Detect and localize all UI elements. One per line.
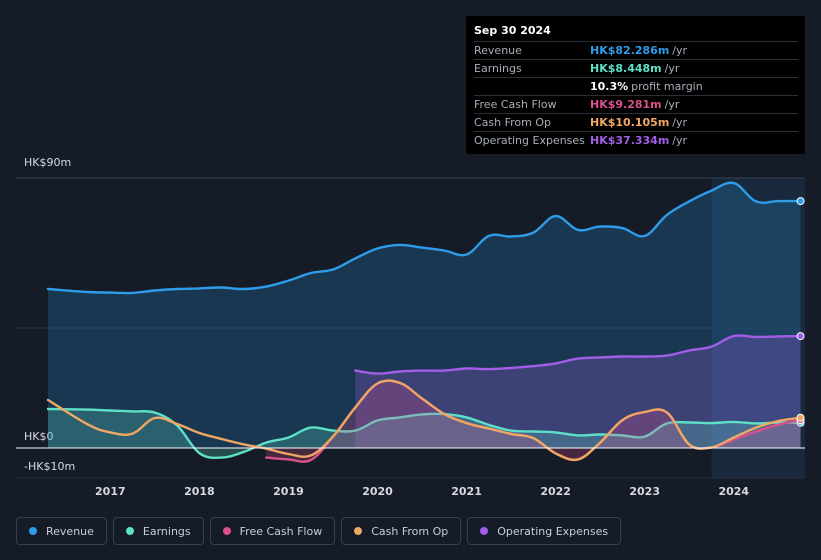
x-tick-label: 2020 <box>362 485 393 498</box>
legend-item-earnings[interactable]: Earnings <box>112 517 204 545</box>
legend-dot-icon <box>29 527 37 535</box>
area-revenue <box>48 182 801 448</box>
legend: Revenue Earnings Free Cash Flow Cash From O… <box>16 517 622 545</box>
legend-item-revenue[interactable]: Revenue <box>16 517 107 545</box>
legend-label: Free Cash Flow <box>239 524 323 538</box>
line-earnings <box>46 407 802 459</box>
y-tick-label: HK$0 <box>24 430 53 443</box>
endpoint-revenue <box>796 197 805 206</box>
x-tick-label: 2024 <box>718 485 749 498</box>
line-operating-expenses <box>354 334 802 375</box>
endpoint-operating-expenses <box>796 332 805 341</box>
tooltip-row-label: Earnings <box>474 62 522 75</box>
y-tick-label: -HK$10m <box>24 460 75 473</box>
legend-label: Operating Expenses <box>497 524 609 538</box>
tooltip-row: Operating Expenses HK$37.334m/yr <box>474 131 798 149</box>
tooltip-row-unit: /yr <box>664 98 680 111</box>
line-revenue <box>46 181 802 295</box>
x-tick-label: 2023 <box>629 485 660 498</box>
legend-item-free-cash-flow[interactable]: Free Cash Flow <box>209 517 336 545</box>
tooltip-panel: Sep 30 2024 Revenue HK$82.286m/yr Earnings… <box>466 16 805 154</box>
y-tick-label: HK$90m <box>24 156 71 169</box>
tooltip-row-label: Cash From Op <box>474 116 552 129</box>
tooltip-row-value: HK$82.286m <box>590 44 670 57</box>
tooltip-row-label: Free Cash Flow <box>474 98 557 111</box>
legend-dot-icon <box>125 527 134 535</box>
tooltip-row-value: HK$10.105m <box>590 116 670 129</box>
legend-label: Cash From Op <box>371 524 449 538</box>
tooltip-row: Earnings HK$8.448m/yr <box>474 59 798 77</box>
tooltip-row-unit: /yr <box>664 62 680 75</box>
tooltip-row-unit: /yr <box>672 116 688 129</box>
tooltip-row: Free Cash Flow HK$9.281m/yr <box>474 95 798 113</box>
tooltip-row-value: HK$9.281m <box>590 98 662 111</box>
x-tick-label: 2018 <box>184 485 215 498</box>
tooltip-date: Sep 30 2024 <box>474 24 551 37</box>
legend-dot-icon <box>354 527 363 535</box>
tooltip-row: 10.3% profit margin <box>474 77 798 95</box>
tooltip-row-unit: /yr <box>672 44 688 57</box>
tooltip-row-value: HK$8.448m <box>590 62 662 75</box>
tooltip-row-label: Operating Expenses <box>474 134 585 147</box>
legend-label: Revenue <box>46 524 94 538</box>
legend-item-operating-expenses[interactable]: Operating Expenses <box>467 517 622 545</box>
tooltip-row-unit: /yr <box>672 134 688 147</box>
tooltip-row-value: 10.3% <box>590 80 629 93</box>
x-tick-label: 2019 <box>273 485 304 498</box>
area-operating-expenses <box>355 335 801 448</box>
tooltip-row-value: HK$37.334m <box>590 134 670 147</box>
endpoint-cash-from-op <box>796 413 805 422</box>
chart-canvas: HK$90m HK$0 -HK$10m 2017 2018 2019 2020 2021 202… <box>16 156 805 498</box>
area-earnings <box>48 409 801 458</box>
x-tick-label: 2022 <box>540 485 571 498</box>
area-free-cash-flow <box>266 380 801 462</box>
tooltip-row: Cash From Op HK$10.105m/yr <box>474 113 798 131</box>
line-cash-from-op <box>46 379 802 462</box>
tooltip-row: Revenue HK$82.286m/yr <box>474 41 798 59</box>
legend-dot-icon <box>222 527 231 535</box>
x-tick-label: 2017 <box>95 485 126 498</box>
legend-label: Earnings <box>142 524 191 538</box>
tooltip-row-unit: profit margin <box>631 80 703 93</box>
legend-item-cash-from-op[interactable]: Cash From Op <box>341 517 462 545</box>
x-tick-label: 2021 <box>451 485 482 498</box>
tooltip-row-label: Revenue <box>474 44 522 57</box>
legend-dot-icon <box>480 527 489 535</box>
